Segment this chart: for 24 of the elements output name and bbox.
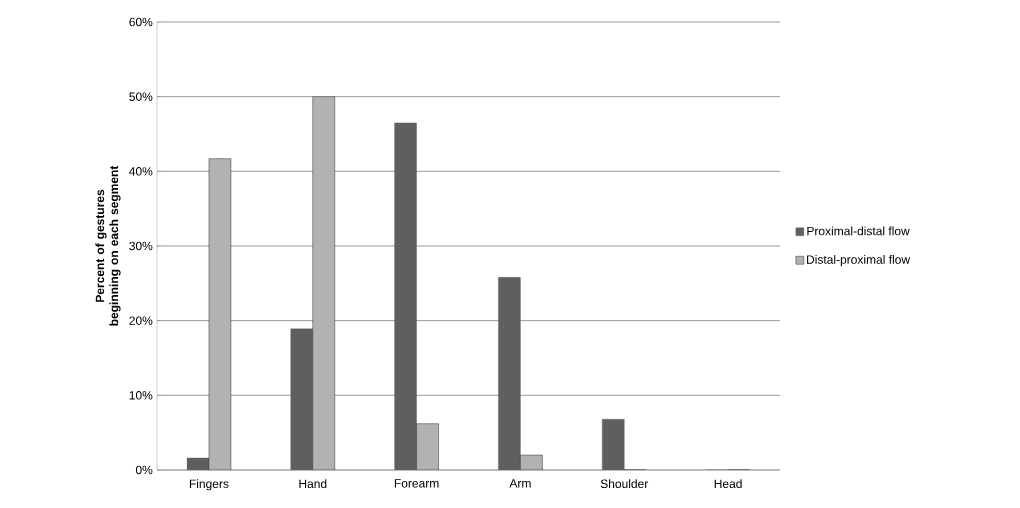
x-tick-label: Hand — [299, 479, 327, 488]
y-tick-label: 60% — [129, 17, 153, 27]
y-tick-label: 50% — [129, 92, 153, 101]
legend-label: Distal-proximal flow — [807, 255, 911, 267]
bar — [602, 419, 625, 470]
legend-label: Proximal-distal flow — [807, 226, 910, 236]
x-tick-label: Fingers — [189, 479, 229, 491]
x-tick-label: Head — [714, 479, 742, 488]
bar — [416, 423, 439, 470]
y-axis-title: Percent of gestures beginning on each segment — [95, 165, 121, 326]
y-tick-label: 40% — [129, 167, 153, 176]
bar — [290, 328, 313, 470]
x-tick-label: Forearm — [394, 479, 439, 488]
bar — [498, 277, 521, 470]
bar — [186, 457, 210, 470]
y-tick-label: 10% — [129, 391, 153, 400]
y-tick-label: 30% — [129, 241, 153, 251]
y-tick-label: 0% — [135, 465, 153, 475]
bar — [394, 122, 417, 470]
bar — [208, 158, 232, 470]
x-tick-label: Shoulder — [600, 479, 649, 488]
x-tick-label: Arm — [509, 479, 531, 488]
y-tick-label: 20% — [129, 316, 153, 325]
bar — [312, 96, 335, 470]
